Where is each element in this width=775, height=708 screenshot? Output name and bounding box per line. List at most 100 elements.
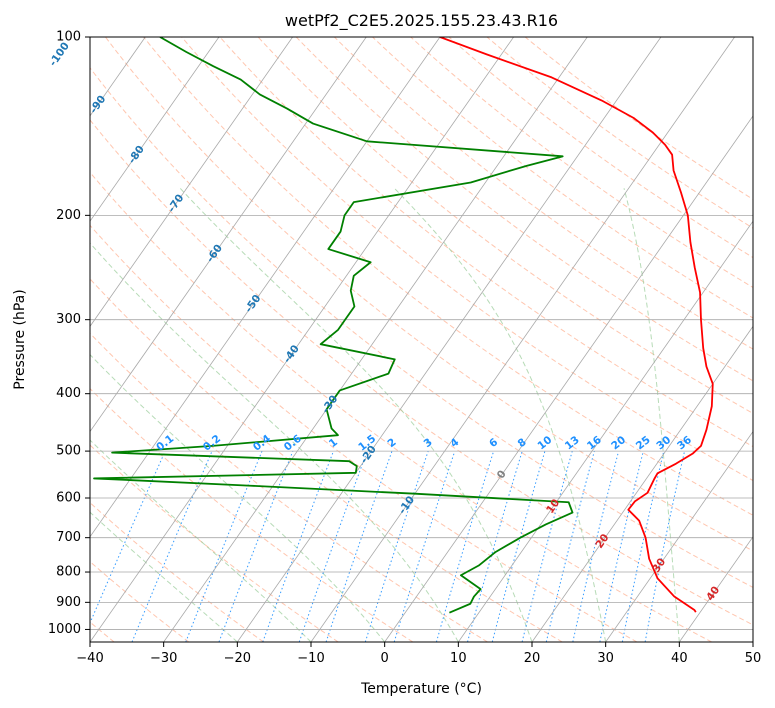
y-tick-label: 1000 <box>48 622 81 637</box>
isotherm-line <box>237 37 662 642</box>
dewpoint-profile-line <box>93 37 574 614</box>
temperature-profile-line <box>439 37 714 613</box>
isotherm-label: 20 <box>593 532 611 551</box>
dry-adiabats <box>90 37 753 642</box>
mixing-ratio-line <box>545 450 595 642</box>
dry-adiabat-line <box>90 501 264 642</box>
mixing-ratio-label: 4 <box>448 436 461 450</box>
isotherms <box>0 37 753 642</box>
y-tick-label: 900 <box>56 595 81 610</box>
isotherm-line <box>90 37 293 328</box>
dry-adiabat-line <box>90 387 414 642</box>
isotherm-line <box>90 37 220 222</box>
mixing-ratio-label: 20 <box>609 434 628 452</box>
mixing-ratio-line <box>644 450 686 642</box>
mixing-ratio-label: 25 <box>634 434 653 452</box>
mixing-ratio-label: 3 <box>422 436 435 450</box>
moist-adiabat-line <box>90 511 238 642</box>
dry-adiabat-line <box>90 444 339 642</box>
mixing-ratio-line <box>298 450 368 642</box>
mixing-ratio-label: 6 <box>487 436 500 450</box>
isotherm-label: -80 <box>126 143 147 165</box>
isotherm-label: -40 <box>281 343 302 365</box>
y-tick-label: 700 <box>56 530 81 545</box>
mixing-ratio-line <box>599 450 644 642</box>
isotherm-line <box>605 430 753 642</box>
isotherm-line <box>384 115 753 642</box>
dry-adiabat-line <box>90 332 488 642</box>
dry-adiabat-line <box>90 224 638 642</box>
y-axis-label: Pressure (hPa) <box>12 289 28 389</box>
y-tick-label: 200 <box>56 208 81 223</box>
isotherm-label: -30 <box>320 393 341 415</box>
mixing-ratio-line <box>364 450 429 642</box>
dry-adiabat-line <box>105 37 753 552</box>
isotherm-label: 10 <box>544 497 562 516</box>
dry-adiabat-line <box>90 171 712 642</box>
x-tick-label: 20 <box>524 651 541 666</box>
mixing-ratio-label: 1 <box>327 436 340 450</box>
isotherm-line <box>679 536 753 642</box>
y-tick-label: 100 <box>56 30 81 45</box>
x-tick-label: −40 <box>76 651 103 666</box>
y-tick-label: 400 <box>56 386 81 401</box>
isotherm-line <box>531 325 753 642</box>
dry-adiabat-line <box>295 37 753 382</box>
moist-adiabat-line <box>179 187 533 642</box>
dry-adiabat-line <box>90 119 753 626</box>
isotherm-line <box>458 220 753 642</box>
y-tick-label: 300 <box>56 312 81 327</box>
isotherm-line <box>90 37 441 538</box>
isotherm-line <box>0 37 72 642</box>
moist-adiabat-line <box>90 353 386 642</box>
dry-adiabat-line <box>181 37 753 482</box>
x-tick-label: 50 <box>745 651 762 666</box>
isotherm-label: -50 <box>243 293 264 315</box>
isotherm-line <box>163 37 588 642</box>
chart-title: wetPf2_C2E5.2025.155.23.43.R16 <box>285 11 558 31</box>
dry-adiabat-line <box>257 37 753 414</box>
mixing-ratio-line <box>393 450 456 642</box>
mixing-ratio-line <box>621 450 665 642</box>
x-tick-label: 40 <box>671 651 688 666</box>
isotherm-label: 0 <box>495 468 509 481</box>
dry-adiabat-line <box>486 37 753 229</box>
mixing-ratio-label: 0.2 <box>201 433 223 454</box>
mixing-ratio-line <box>467 450 523 642</box>
mixing-ratio-label: 10 <box>535 434 554 452</box>
mixing-ratio-line <box>131 450 213 642</box>
mixing-ratio-line <box>572 450 620 642</box>
dry-adiabat-line <box>90 67 753 588</box>
x-tick-label: 30 <box>597 651 614 666</box>
isotherm-label: -70 <box>166 192 187 214</box>
mixing-ratio-label: 2 <box>385 436 398 450</box>
mixing-ratio-line <box>491 450 546 642</box>
mixing-ratio-label: 13 <box>563 434 582 452</box>
moist-adiabat-line <box>623 188 680 642</box>
mixing-ratio-label: 30 <box>654 434 673 452</box>
y-tick-label: 500 <box>56 444 81 459</box>
dry-adiabat-line <box>334 37 753 350</box>
mixing-ratio-label: 0.4 <box>251 433 273 454</box>
moist-adiabat-line <box>394 187 607 642</box>
dry-adiabat-line <box>90 560 190 642</box>
moist-adiabat-line <box>90 439 312 642</box>
isobars <box>90 37 753 630</box>
y-tick-label: 800 <box>56 565 81 580</box>
mixing-ratio-label: 0.6 <box>282 433 304 454</box>
dry-adiabat-line <box>90 278 563 642</box>
moist-adiabat-line <box>90 242 459 642</box>
mixing-ratio-line <box>262 450 334 642</box>
dry-adiabat-line <box>219 37 753 448</box>
isotherm-line <box>752 641 753 642</box>
mixing-ratio-label: 16 <box>585 434 604 452</box>
x-tick-label: −30 <box>150 651 177 666</box>
x-tick-label: −20 <box>224 651 251 666</box>
x-tick-label: 0 <box>381 651 389 666</box>
mixing-ratio-line <box>521 450 573 642</box>
isotherm-label: -90 <box>88 93 109 115</box>
x-tick-label: −10 <box>297 651 324 666</box>
dry-adiabat-line <box>143 37 753 516</box>
isotherm-line <box>90 37 367 433</box>
